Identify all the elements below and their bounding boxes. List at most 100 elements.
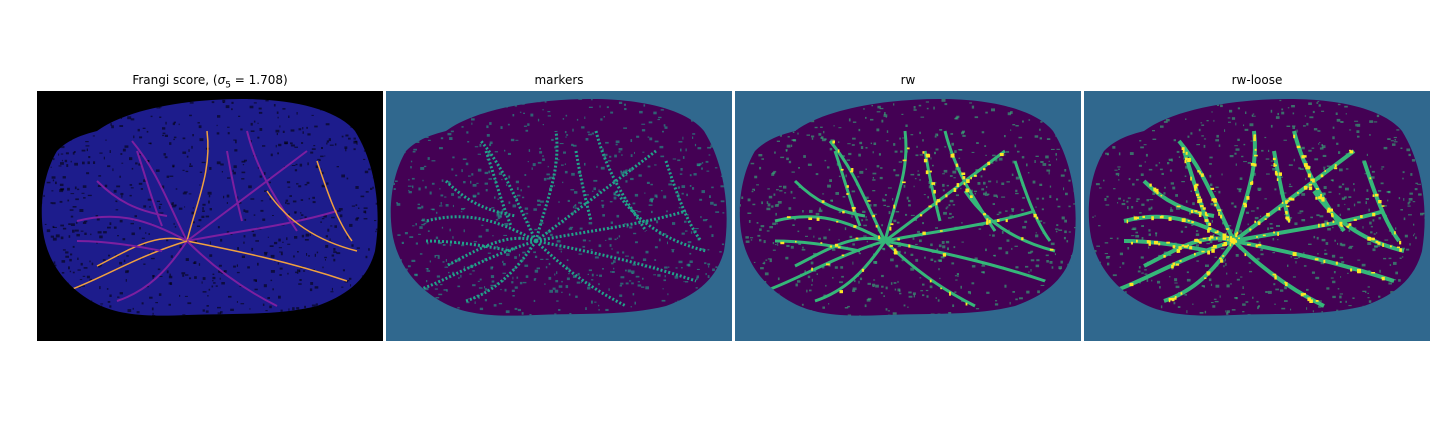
highlight-pixel	[962, 176, 966, 180]
highlight-pixel	[906, 147, 910, 150]
highlight-pixel	[1303, 155, 1307, 158]
highlight-pixel	[1264, 218, 1267, 220]
highlight-pixel	[1159, 216, 1164, 219]
vessel-path	[794, 236, 886, 268]
highlight-pixel	[1184, 160, 1187, 164]
highlight-pixel	[1194, 238, 1198, 242]
highlight-pixel	[1272, 157, 1276, 161]
highlight-pixel	[832, 140, 835, 144]
highlight-pixel	[1334, 164, 1337, 168]
highlight-pixel	[1229, 236, 1232, 240]
highlight-pixel	[1321, 223, 1325, 227]
highlight-pixel	[1232, 239, 1236, 242]
highlight-pixel	[1219, 257, 1222, 260]
highlight-pixel	[1308, 186, 1313, 191]
highlight-pixel	[853, 225, 857, 228]
highlight-pixel	[1187, 220, 1190, 222]
highlight-pixel	[1149, 183, 1152, 187]
highlight-pixel	[1195, 183, 1199, 187]
highlight-pixel	[1256, 236, 1258, 238]
highlight-pixel	[820, 242, 823, 244]
highlight-pixel	[1266, 212, 1270, 217]
highlight-pixel	[1323, 259, 1326, 264]
vessel-path	[1123, 239, 1210, 253]
highlight-pixel	[1293, 134, 1296, 139]
highlight-pixel	[1297, 192, 1299, 194]
highlight-pixel	[1181, 147, 1185, 151]
highlight-pixel	[846, 185, 849, 188]
highlight-pixel	[1273, 231, 1275, 234]
highlight-pixel	[1181, 244, 1185, 247]
highlight-pixel	[1200, 205, 1204, 208]
highlight-pixel	[829, 245, 833, 248]
highlight-pixel	[1320, 194, 1322, 197]
vessel-path	[1233, 239, 1395, 283]
highlight-pixel	[902, 159, 907, 162]
vessel-path	[535, 149, 657, 243]
highlight-pixel	[1287, 200, 1290, 202]
highlight-pixel	[1194, 184, 1198, 189]
vessel-path	[444, 179, 517, 218]
highlight-pixel	[986, 218, 989, 222]
highlight-pixel	[826, 263, 830, 266]
highlight-pixel	[1208, 222, 1212, 226]
highlight-pixel	[1296, 145, 1301, 149]
highlight-pixel	[1005, 219, 1008, 223]
highlight-pixel	[861, 268, 865, 272]
highlight-pixel	[1206, 271, 1211, 275]
highlight-pixel	[1196, 193, 1199, 196]
highlight-pixel	[1253, 163, 1257, 167]
highlight-pixel	[988, 219, 991, 224]
highlight-pixel	[1329, 208, 1333, 212]
highlight-pixel	[1353, 218, 1357, 221]
highlight-pixel	[1199, 171, 1201, 175]
highlight-pixel	[923, 158, 928, 163]
highlight-pixel	[1214, 203, 1217, 207]
highlight-pixel	[867, 200, 871, 202]
highlight-pixel	[908, 244, 911, 248]
highlight-pixel	[1172, 262, 1176, 266]
highlight-pixel	[1339, 221, 1343, 226]
vessel-path	[943, 130, 997, 232]
highlight-pixel	[1036, 216, 1039, 220]
highlight-pixel	[1350, 268, 1353, 272]
highlight-pixel	[1307, 297, 1311, 302]
markers-image	[386, 91, 732, 341]
highlight-pixel	[999, 153, 1004, 157]
highlight-pixel	[935, 201, 938, 206]
highlight-pixel	[1382, 243, 1384, 247]
highlight-pixel	[1187, 158, 1191, 162]
highlight-pixel	[1194, 210, 1198, 212]
highlight-pixel	[1136, 239, 1138, 243]
highlight-pixel	[1198, 213, 1202, 217]
vessel-path	[66, 240, 188, 292]
highlight-pixel	[1390, 245, 1392, 248]
highlight-pixel	[1377, 242, 1381, 245]
vessel-path	[116, 240, 188, 302]
highlight-pixel	[1235, 233, 1238, 238]
highlight-pixel	[1303, 185, 1308, 190]
tissue-region	[390, 99, 727, 316]
highlight-pixel	[1126, 219, 1129, 224]
highlight-pixel	[1309, 299, 1313, 303]
highlight-pixel	[925, 153, 930, 157]
highlight-pixel	[963, 182, 966, 186]
highlight-pixel	[1236, 231, 1239, 235]
highlight-pixel	[1243, 202, 1247, 206]
highlight-pixel	[855, 237, 859, 240]
highlight-pixel	[1378, 200, 1382, 204]
highlight-pixel	[1244, 204, 1247, 208]
highlight-pixel	[1146, 240, 1151, 244]
vessel-path	[594, 130, 648, 232]
highlight-pixel	[1381, 277, 1385, 279]
vessel-path	[884, 239, 1046, 283]
highlight-pixel	[842, 210, 845, 214]
highlight-pixel	[834, 243, 839, 247]
vessel-path	[1163, 239, 1236, 303]
highlight-pixel	[1204, 277, 1207, 279]
vessel-path	[1232, 239, 1325, 308]
vessel-path	[814, 240, 887, 303]
vessel-path	[425, 215, 537, 243]
highlight-pixel	[1276, 178, 1279, 181]
highlight-pixel	[1318, 223, 1320, 228]
